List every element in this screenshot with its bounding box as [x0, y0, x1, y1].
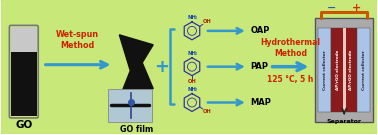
Text: GO film: GO film: [119, 125, 153, 134]
Bar: [11, 27, 37, 52]
Bar: [331, 28, 344, 112]
Text: +: +: [352, 3, 362, 13]
Text: 2: 2: [195, 16, 198, 20]
Text: +: +: [153, 58, 169, 76]
Text: PAP: PAP: [251, 62, 269, 71]
Text: NH: NH: [187, 15, 197, 20]
Text: AP/rGO electrode: AP/rGO electrode: [336, 50, 340, 90]
Text: OH: OH: [203, 109, 211, 114]
Text: OAP: OAP: [251, 26, 270, 35]
Text: Separator: Separator: [327, 119, 362, 124]
Bar: [108, 89, 152, 122]
Text: MAP: MAP: [251, 98, 271, 107]
Text: 2: 2: [195, 88, 198, 92]
Text: NH: NH: [187, 51, 197, 56]
Bar: [343, 28, 346, 112]
Text: GO: GO: [15, 120, 33, 130]
Bar: [315, 18, 373, 122]
Text: 125 °C, 5 h: 125 °C, 5 h: [267, 75, 314, 84]
Polygon shape: [119, 35, 153, 99]
Text: Hydrothermal
Method: Hydrothermal Method: [260, 38, 321, 58]
Text: AP/rGO electrode: AP/rGO electrode: [349, 50, 353, 90]
Bar: [344, 28, 357, 112]
Text: 2: 2: [195, 52, 198, 56]
Text: Current collector: Current collector: [362, 50, 366, 90]
Text: Wet-spun
Method: Wet-spun Method: [56, 30, 99, 50]
Text: OH: OH: [187, 79, 196, 84]
Bar: [357, 28, 370, 112]
Bar: [318, 28, 331, 112]
Text: OH: OH: [203, 19, 211, 24]
Text: −: −: [327, 3, 336, 13]
Bar: [11, 52, 37, 116]
Text: Current collector: Current collector: [323, 50, 327, 90]
Text: NH: NH: [187, 87, 197, 92]
